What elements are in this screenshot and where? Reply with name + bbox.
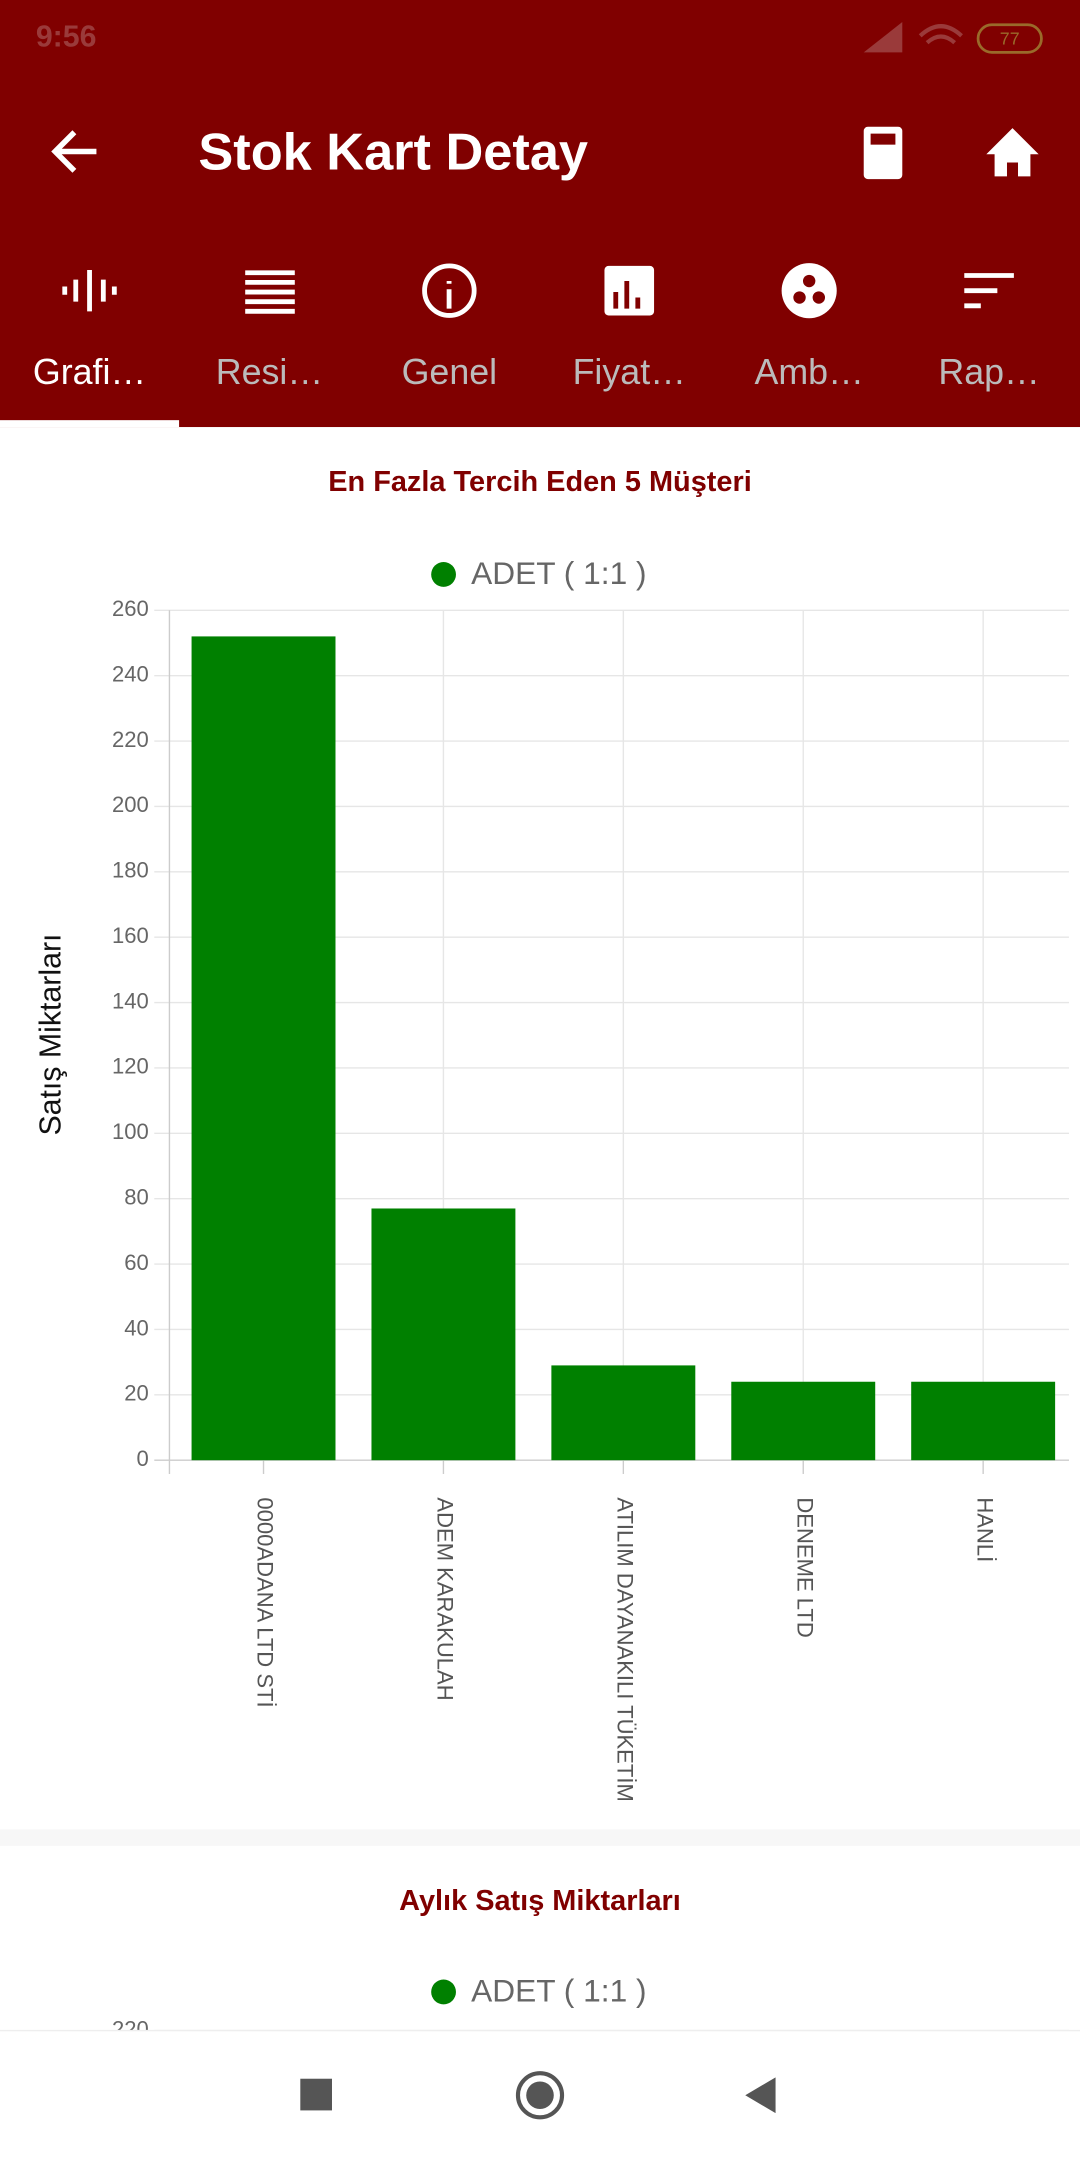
chart-title: En Fazla Tercih Eden 5 Müşteri: [328, 466, 752, 498]
wifi-icon: [918, 24, 963, 45]
home-nav-button[interactable]: [515, 2071, 565, 2120]
tab-icon: [422, 263, 477, 318]
y-tick-label: 80: [124, 1185, 149, 1210]
tab-icon-dot: [802, 274, 816, 288]
y-tick-label: 140: [112, 988, 149, 1013]
tab-icon: [964, 273, 1014, 309]
y-tick-label: 100: [112, 1119, 149, 1144]
y-tick-label: 260: [112, 596, 149, 621]
y-tick-label: 180: [112, 858, 149, 883]
tab-label: Grafi…: [33, 352, 146, 392]
tab-icon: [604, 265, 655, 316]
y-axis-label: Satış Miktarları: [34, 934, 67, 1136]
x-tick-label: ATILIM DAYANAKILI TÜKETİM: [613, 1497, 638, 1801]
chart-title: Aylık Satış Miktarları: [399, 1885, 681, 1917]
y-tick-label: 120: [112, 1054, 149, 1079]
legend-label: ADET ( 1:1 ): [471, 1973, 646, 2009]
y-tick-label: 20: [124, 1381, 149, 1406]
bar: [551, 1365, 696, 1461]
x-tick-label: DENEME LTD: [792, 1497, 817, 1637]
tab-label: Fiyat…: [573, 352, 686, 392]
battery-icon: [976, 23, 1043, 54]
card-separator: [0, 1829, 1080, 1846]
y-tick-label: 160: [112, 923, 149, 948]
back-button[interactable]: [51, 130, 97, 173]
status-time: 9:56: [36, 21, 97, 54]
legend-swatch: [431, 1979, 456, 2005]
y-tick-label: 60: [124, 1250, 149, 1275]
tab[interactable]: Grafi…: [33, 270, 146, 392]
app-title: Stok Kart Detay: [198, 123, 588, 181]
legend-swatch: [431, 562, 456, 587]
tab-label: Genel: [402, 352, 498, 392]
y-tick-label: 40: [124, 1315, 149, 1340]
y-tick-label: 220: [112, 727, 149, 752]
y-tick-label: 240: [112, 661, 149, 686]
tab[interactable]: Amb…: [754, 263, 864, 392]
tab-icon-dot: [812, 291, 826, 304]
x-tick-label: ADEM KARAKULAH: [433, 1497, 458, 1700]
tab[interactable]: Rap…: [938, 273, 1040, 393]
bar: [731, 1381, 876, 1461]
recents-button[interactable]: [300, 2078, 332, 2111]
calculator-button[interactable]: [863, 126, 903, 180]
tab-indicator: [0, 420, 180, 428]
legend-label: ADET ( 1:1 ): [471, 555, 646, 591]
bar: [371, 1208, 516, 1461]
tab-icon-dot: [793, 291, 806, 304]
tab-icon: [781, 263, 837, 319]
header-bg: [0, 0, 1080, 428]
x-tick-label: 0000ADANA LTD STİ: [253, 1497, 278, 1707]
tab-label: Rap…: [938, 352, 1039, 392]
tab-icon: [613, 281, 641, 309]
signal-icon: [863, 22, 903, 53]
battery-level: 77: [1000, 29, 1020, 49]
bar: [911, 1381, 1056, 1461]
back-nav-button[interactable]: [745, 2077, 776, 2114]
bar: [191, 636, 336, 1461]
x-tick-label: HANLİ: [972, 1497, 997, 1562]
y-tick-label: 0: [137, 1446, 149, 1471]
tab-label: Amb…: [754, 352, 863, 392]
tab-icon: [245, 270, 295, 314]
home-button[interactable]: [986, 128, 1039, 177]
tab[interactable]: Genel: [402, 263, 498, 392]
tab[interactable]: Resi…: [216, 270, 323, 392]
tab[interactable]: Fiyat…: [573, 265, 686, 392]
tab-icon: [62, 270, 117, 312]
tab-label: Resi…: [216, 352, 323, 392]
y-tick-label: 200: [112, 792, 149, 817]
